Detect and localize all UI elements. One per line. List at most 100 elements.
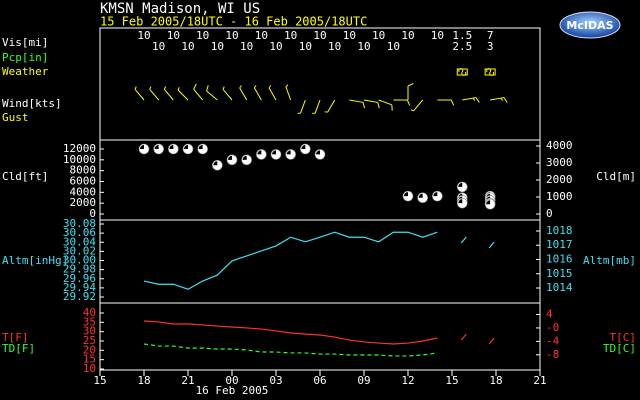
wind-label: Wind[kts] (2, 97, 62, 110)
wind-barb (163, 86, 174, 101)
y2-tick-label: 1014 (546, 281, 573, 294)
x-axis-label: 16 Feb 2005 (196, 384, 269, 397)
altimeter-axis2-label: Altm[mb] (583, 254, 636, 267)
y2-tick-label: 1017 (546, 238, 573, 251)
altimeter-line (488, 241, 495, 249)
logo: McIDAS (559, 11, 621, 39)
vis-value: 10 (269, 40, 282, 53)
pcp-label: Pcp[in] (2, 51, 48, 64)
cloud-cover-wedge (286, 150, 291, 155)
cloud-cover-wedge (272, 150, 276, 155)
y-tick-label: 15 (83, 353, 96, 366)
wind-barb (253, 85, 262, 101)
cloud-axis2-label: Cld[m] (596, 170, 636, 183)
cloud-cover-wedge (458, 199, 463, 204)
wind-barb (268, 85, 277, 101)
y2-tick-label: -0 (546, 321, 559, 334)
cloud-cover-wedge (418, 193, 423, 198)
y2-tick-label: 0 (546, 207, 553, 220)
cloud-cover-wedge (316, 150, 320, 155)
cloud-cover-wedge (242, 155, 247, 160)
y-tick-label: 0 (89, 207, 96, 220)
vis-value: 10 (284, 29, 297, 42)
y2-tick-label: 1000 (546, 190, 573, 203)
vis-value: 10 (401, 29, 414, 42)
x-tick-label: 06 (313, 374, 326, 387)
vis-value: 1.5 (452, 29, 472, 42)
y-tick-label: 10 (83, 362, 96, 375)
wind-barb (462, 97, 480, 103)
y2-tick-label: 2000 (546, 173, 573, 186)
cloud-cover-wedge (458, 182, 463, 187)
wind-barb (312, 99, 321, 114)
vis-value: 10 (196, 29, 209, 42)
y-tick-label: 20 (83, 343, 96, 356)
vis-label: Vis[mi] (2, 36, 48, 49)
cloud-cover-wedge (169, 145, 174, 149)
y2-tick-label: -4 (546, 334, 560, 347)
wind-barb (349, 99, 366, 109)
y2-tick-label: 1015 (546, 267, 573, 280)
x-tick-label: 21 (181, 374, 194, 387)
y-tick-label: 40 (83, 306, 96, 319)
cloud-cover-wedge (198, 145, 203, 149)
vis-value: 7 (487, 29, 494, 42)
vis-value: 10 (372, 29, 385, 42)
logo-text: McIDAS (566, 19, 613, 32)
y2-tick-label: 4000 (546, 139, 573, 152)
vis-value: 10 (343, 29, 356, 42)
chart-subtitle: 15 Feb 2005/18UTC - 16 Feb 2005/18UTC (100, 15, 367, 29)
wind-barb (378, 99, 393, 111)
x-tick-label: 18 (137, 374, 150, 387)
vis-value: 10 (152, 40, 165, 53)
y-tick-label: 30.08 (63, 217, 96, 230)
wind-barb (177, 87, 189, 101)
x-tick-label: 00 (225, 374, 238, 387)
vis-value: 10 (328, 40, 341, 53)
y2-tick-label: 4 (546, 307, 553, 320)
wind-barb (193, 83, 204, 101)
logo-badge (559, 11, 621, 39)
wind-barb (222, 86, 233, 101)
cloud-cover-wedge (486, 200, 491, 205)
x-tick-label: 18 (489, 374, 502, 387)
x-tick-label: 15 (93, 374, 106, 387)
y-tick-label: 25 (83, 334, 96, 347)
y-tick-label: 10000 (63, 153, 96, 166)
temperature-line (143, 320, 438, 345)
wind-barb (393, 99, 411, 106)
vis-value: 10 (255, 29, 268, 42)
vis-value: 10 (211, 40, 224, 53)
cloud-cover-wedge (154, 145, 159, 149)
altimeter-line (143, 231, 438, 290)
vis-value: 10 (225, 29, 238, 42)
y-tick-label: 30.02 (63, 244, 96, 257)
vis-value: 3 (487, 40, 494, 53)
temperature-line (488, 337, 495, 345)
temperature-line (460, 333, 467, 341)
x-tick-label: 15 (445, 374, 458, 387)
wind-barb (437, 99, 455, 106)
wind-barb (407, 83, 414, 100)
wind-barb (285, 84, 292, 101)
vis-value: 10 (167, 29, 180, 42)
y-tick-label: 29.98 (63, 263, 96, 276)
vis-value: 10 (181, 40, 194, 53)
y2-tick-label: 1018 (546, 224, 573, 237)
cloud-cover-wedge (404, 192, 408, 197)
x-tick-label: 09 (357, 374, 370, 387)
vis-value: 10 (357, 40, 370, 53)
cloud-cover-wedge (228, 155, 232, 160)
vis-value: 10 (137, 29, 150, 42)
wind-barb (149, 86, 160, 101)
wind-barb (324, 99, 336, 113)
altimeter-line (460, 236, 467, 244)
wind-barb (410, 99, 424, 112)
y-tick-label: 29.96 (63, 272, 96, 285)
x-tick-label: 03 (269, 374, 282, 387)
y-tick-label: 30.06 (63, 226, 96, 239)
cloud-cover-wedge (213, 161, 218, 166)
y-tick-label: 4000 (70, 185, 97, 198)
